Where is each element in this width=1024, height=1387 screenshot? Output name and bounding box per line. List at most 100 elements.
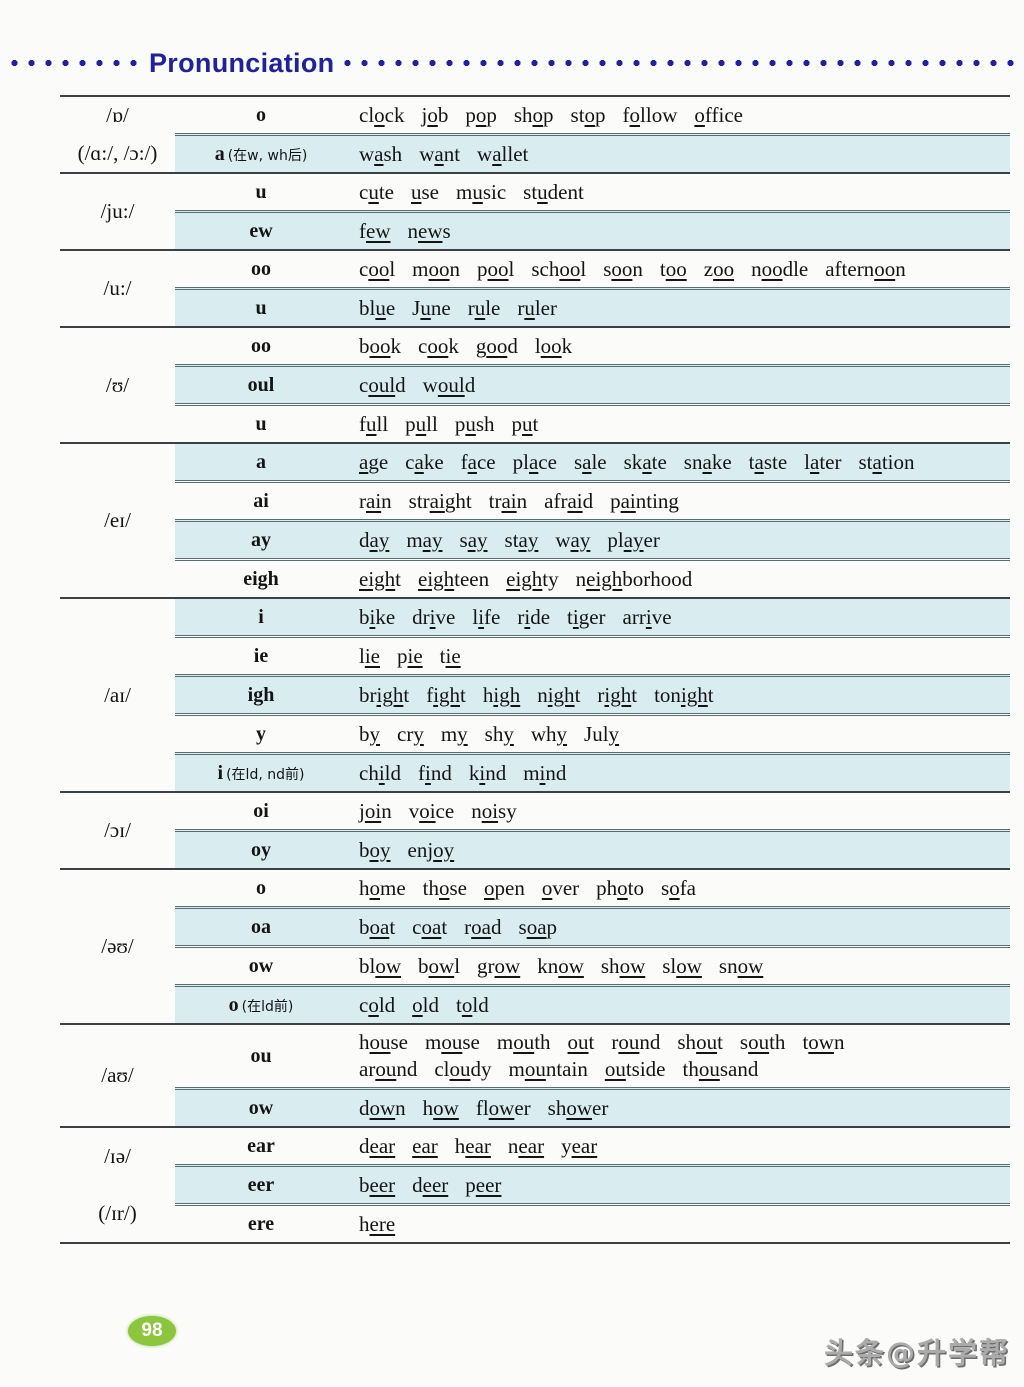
spelling-pattern: u — [255, 296, 267, 319]
example-word: near — [507, 1133, 545, 1158]
spelling-rows: ear dear ear hear near year eer beer deer peer ere… — [175, 1128, 1010, 1242]
example-line: full pull push put — [359, 411, 1002, 438]
dotted-line-left — [6, 59, 144, 67]
example-line: few news — [359, 218, 1002, 245]
phoneme-symbol: /eɪ/ — [104, 508, 131, 532]
example-word: may — [406, 527, 443, 552]
example-words-cell: boat coat road soap — [347, 910, 1010, 945]
spelling-rows: i bike drive life ride tiger arrive ie lie pie tie… — [175, 599, 1010, 791]
spelling-pattern: i — [258, 605, 264, 628]
example-words-cell: beer deer peer — [347, 1168, 1010, 1203]
example-word: boat — [359, 914, 396, 939]
example-word: would — [422, 372, 476, 397]
phoneme-group: /aɪ/i bike drive life ride tiger arrive ie lie pi… — [60, 597, 1010, 791]
example-word: year — [561, 1133, 598, 1158]
example-word: mind — [523, 760, 567, 785]
example-words-cell: blue June rule ruler — [347, 291, 1010, 326]
spelling-pattern: oy — [251, 838, 271, 861]
spelling-pattern-cell: oy — [175, 839, 347, 862]
spelling-pattern-cell: o — [175, 877, 347, 900]
spelling-pattern: ay — [251, 528, 271, 551]
spelling-note: (在ld前) — [241, 998, 294, 1015]
phoneme-symbol-cell: /ɔɪ/ — [60, 793, 175, 868]
example-word: want — [419, 141, 461, 166]
spelling-pattern-cell: i — [175, 606, 347, 629]
spelling-pattern-cell: eigh — [175, 568, 347, 591]
spelling-pattern-cell: ai — [175, 490, 347, 513]
example-word: mouth — [496, 1030, 551, 1054]
spelling-pattern: o — [256, 876, 266, 899]
example-word: too — [659, 256, 687, 281]
example-word: ear — [412, 1133, 438, 1158]
example-line: bright fight high night right tonight — [359, 682, 1002, 709]
example-words-cell: day may say stay way player — [347, 523, 1010, 558]
example-word: life — [472, 604, 501, 629]
example-word: cake — [405, 449, 444, 474]
phoneme-symbol: (/ɑ:/, /ɔ:/) — [77, 140, 158, 165]
spelling-pattern-cell: ere — [175, 1213, 347, 1236]
example-line: could would — [359, 372, 1002, 399]
example-line: cold old told — [359, 992, 1002, 1019]
example-word: beer — [359, 1172, 396, 1197]
spelling-pattern: a — [214, 142, 225, 165]
example-line: boy enjoy — [359, 837, 1002, 864]
example-word: afraid — [544, 488, 594, 513]
section-header: Pronunciation — [0, 47, 1024, 79]
example-word: home — [359, 875, 406, 900]
example-word: drive — [412, 604, 456, 629]
example-word: open — [484, 875, 525, 900]
example-word: deer — [412, 1172, 449, 1197]
example-word: road — [464, 914, 502, 939]
example-word: south — [739, 1030, 786, 1054]
spelling-rows: a age cake face place sale skate snake taste late… — [175, 444, 1010, 597]
example-word: clock — [359, 102, 405, 127]
example-word: taste — [748, 449, 788, 474]
table-row: u cute use music student — [175, 174, 1010, 210]
example-line: by cry my shy why July — [359, 721, 1002, 748]
table-row: oo cool moon pool school soon too zoo noodle afte… — [175, 251, 1010, 287]
example-line: cute use music student — [359, 179, 1002, 206]
example-word: office — [694, 102, 743, 127]
table-row: eigh eight eighteen eighty neighborhood — [175, 558, 1010, 597]
phoneme-group: /u:/ oo cool moon pool school soon too zoo noodle… — [60, 249, 1010, 326]
watermark: 头条@升学帮 — [823, 1336, 1010, 1370]
spelling-pattern-cell: ow — [175, 955, 347, 978]
example-word: cold — [359, 992, 396, 1017]
example-line: join voice noisy — [359, 798, 1002, 825]
example-word: hear — [454, 1133, 491, 1158]
table-row: ew few news — [175, 210, 1010, 249]
table-row: i bike drive life ride tiger arrive — [175, 599, 1010, 635]
table-row: eer beer deer peer — [175, 1164, 1010, 1203]
example-word: flower — [475, 1095, 531, 1120]
example-words-cell: here — [347, 1207, 1010, 1242]
table-row: ai rain straight train afraid painting — [175, 480, 1010, 519]
example-word: bright — [359, 682, 410, 707]
example-line: blow bowl grow know show slow snow — [359, 953, 1002, 980]
spelling-rows: u cute use music student ew few news — [175, 174, 1010, 249]
phoneme-symbol: /aʊ/ — [101, 1063, 134, 1087]
phoneme-group: /ʊ/oo book cook good look oul could would u full p… — [60, 326, 1010, 442]
example-word: down — [359, 1095, 406, 1120]
example-word: follow — [622, 102, 678, 127]
example-word: full — [359, 411, 389, 436]
table-row: u full pull push put — [175, 403, 1010, 442]
example-word: snow — [718, 953, 764, 978]
example-words-cell: few news — [347, 214, 1010, 249]
section-title: Pronunciation — [149, 47, 335, 78]
example-word: pop — [465, 102, 497, 127]
example-word: place — [512, 449, 557, 474]
spelling-pattern-cell: eer — [175, 1174, 347, 1197]
spelling-rows: oi join voice noisy oy boy enjoy — [175, 793, 1010, 868]
example-word: ruler — [517, 295, 557, 320]
example-words-cell: eight eighteen eighty neighborhood — [347, 562, 1010, 597]
example-word: high — [482, 682, 521, 707]
example-word: wash — [359, 141, 403, 166]
phoneme-group: /ɒ/ (/ɑ:/, /ɔ:/) o clock job pop shop stop follo… — [60, 97, 1010, 172]
spelling-pattern: oi — [253, 799, 269, 822]
table-row: ow down how flower shower — [175, 1087, 1010, 1126]
spelling-note: (在w, wh后) — [227, 147, 308, 164]
phoneme-symbol: /ju:/ — [100, 199, 135, 223]
example-line: around cloudy mountain outside thousand — [359, 1056, 1002, 1083]
spelling-rows: o clock job pop shop stop follow office a (在w, wh… — [175, 97, 1010, 172]
spelling-pattern-cell: ie — [175, 645, 347, 668]
